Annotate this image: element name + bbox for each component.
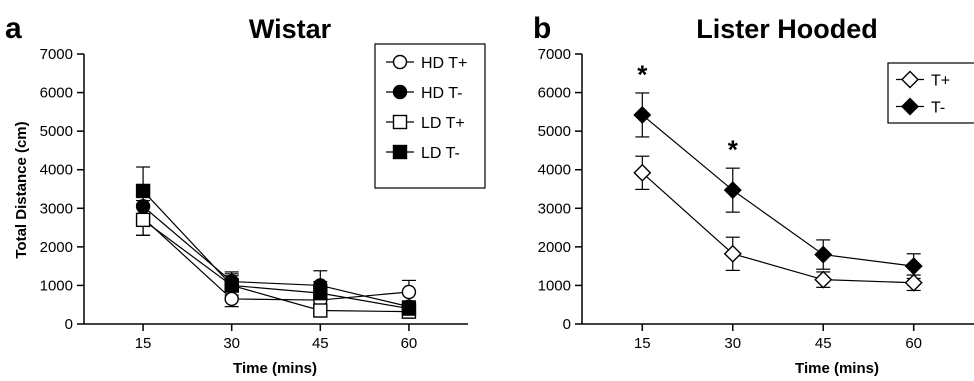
x-tick-label-a: 45 [312, 335, 329, 352]
data-point-b-0 [904, 273, 923, 292]
y-tick-label-a: 3000 [40, 200, 73, 217]
significance-marker-b: * [637, 59, 648, 89]
legend-label-a: LD T- [421, 145, 460, 162]
data-point-a-2 [313, 303, 328, 318]
y-tick-label-a: 2000 [40, 239, 73, 256]
x-tick-label-a: 30 [223, 335, 240, 352]
data-point-a-2 [135, 212, 151, 228]
data-point-a-1 [135, 199, 151, 214]
x-tick-label-a: 60 [401, 335, 418, 352]
legend-a: HD T+ HD T- LD T+ LD T- [374, 43, 486, 189]
y-tick-label-a: 7000 [40, 46, 73, 63]
legend-label-b: T- [931, 100, 945, 117]
x-tick-label-a: 15 [135, 335, 152, 352]
y-tick-label-b: 1000 [538, 277, 571, 294]
data-point-a-0 [224, 291, 239, 307]
data-point-b-0 [723, 244, 742, 263]
data-point-b-1 [814, 245, 833, 264]
x-axis-title-b: Time (mins) [795, 360, 879, 377]
x-tick-label-b: 45 [815, 335, 832, 352]
x-tick-label-b: 15 [634, 335, 651, 352]
legend-label-a: HD T+ [421, 55, 467, 72]
legend-label-a: LD T+ [421, 115, 465, 132]
data-point-a-3 [224, 278, 239, 293]
legend-marker-a [392, 54, 408, 70]
y-tick-label-b: 3000 [538, 200, 571, 217]
data-point-b-1 [904, 257, 923, 276]
panel-label-a: a [5, 12, 22, 45]
series-line-b-1 [641, 114, 914, 267]
y-tick-label-a: 5000 [40, 123, 73, 140]
legend-label-a: HD T- [421, 85, 462, 102]
legend-b: T+ T- [887, 62, 974, 124]
data-point-b-0 [633, 163, 652, 182]
y-tick-label-a: 1000 [40, 277, 73, 294]
legend-label-b: T+ [931, 73, 950, 90]
panel-label-b: b [533, 12, 551, 45]
data-point-b-0 [814, 270, 833, 289]
data-point-a-3 [313, 285, 328, 301]
panel-b: b Lister Hooded Time (mins) 0 1000 2000 300… [533, 12, 974, 377]
legend-marker-a [392, 84, 408, 100]
y-tick-label-b: 7000 [538, 46, 571, 63]
y-tick-label-b: 5000 [538, 123, 571, 140]
y-axis-title-a: Total Distance (cm) [13, 121, 30, 258]
x-tick-label-b: 60 [905, 335, 922, 352]
legend-box-b [887, 62, 974, 124]
x-axis-title-a: Time (mins) [233, 360, 317, 377]
data-point-a-3 [135, 183, 151, 199]
y-tick-label-b: 0 [563, 316, 571, 333]
data-point-a-0 [401, 284, 417, 300]
series-line-b-0 [641, 172, 914, 284]
y-tick-label-b: 4000 [538, 162, 571, 179]
y-tick-label-a: 6000 [40, 85, 73, 102]
data-point-a-3 [401, 301, 417, 316]
series-line-a-3 [142, 190, 410, 310]
y-tick-label-a: 4000 [40, 162, 73, 179]
y-tick-label-a: 0 [65, 316, 73, 333]
chart-title-b: Lister Hooded [696, 14, 878, 44]
legend-marker-b [901, 70, 919, 89]
x-tick-label-b: 30 [724, 335, 741, 352]
data-point-b-1 [633, 105, 652, 124]
series-line-a-1 [142, 205, 410, 308]
y-tick-label-b: 6000 [538, 85, 571, 102]
data-point-b-1 [723, 181, 742, 200]
y-tick-label-b: 2000 [538, 239, 571, 256]
legend-marker-b [901, 97, 919, 116]
legend-marker-a [392, 144, 408, 160]
significance-marker-b: * [728, 135, 739, 165]
series-line-a-2 [142, 219, 409, 313]
chart-title-a: Wistar [249, 14, 332, 44]
legend-marker-a [392, 114, 408, 130]
series-line-a-0 [142, 217, 409, 301]
panel-a: a Wistar Total Distance (cm) Time (mins)… [5, 12, 486, 377]
